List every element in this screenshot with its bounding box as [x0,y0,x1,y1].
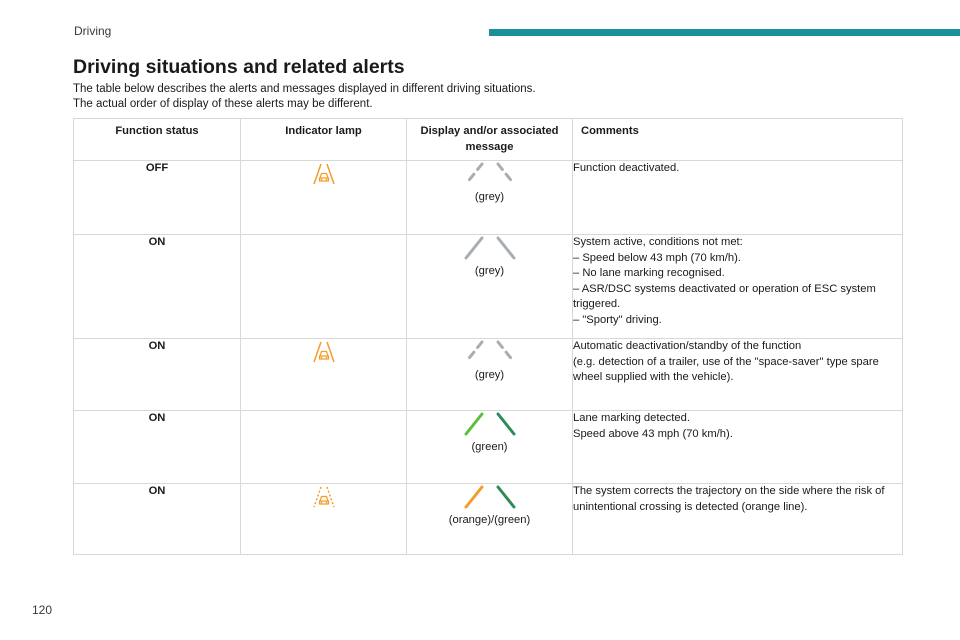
left-lane-line [464,485,483,509]
comment-line: – Speed below 43 mph (70 km/h). [573,251,741,264]
table-header-row: Function status Indicator lamp Display a… [73,118,903,161]
comments-cell: Function deactivated. [572,160,903,235]
display-cell: (grey) [406,160,573,235]
display-cell: (orange)/(green) [406,483,573,555]
right-lane-line [496,236,515,260]
display-caption: (grey) [474,191,505,203]
lane-keeping-icon [312,163,335,185]
comment-line: – ASR/DSC systems deactivated or operati… [573,282,876,311]
intro-line: The table below describes the alerts and… [73,83,536,95]
comment-line: – No lane marking recognised. [573,267,725,279]
lane-lines-graphic [464,236,515,260]
header-comments: Comments [572,118,903,161]
function-status: ON [73,234,241,339]
display-caption: (grey) [474,369,505,381]
table-row: OFF (grey) Function deactivated. [73,160,903,235]
header-function-status: Function status [73,118,241,161]
page-number: 120 [32,603,53,617]
indicator-lamp-cell [240,483,407,555]
comment-line: Automatic deactivation/standby of the fu… [573,340,802,352]
comment-line: Lane marking detected. [573,412,690,424]
header-indicator-lamp: Indicator lamp [240,118,407,161]
comments-cell: System active, conditions not met: – Spee… [572,234,903,339]
left-lane-line [464,236,483,260]
comment-line: (e.g. detection of a trailer, use of the… [573,355,879,384]
display-cell: (grey) [406,338,573,411]
left-lane-line [464,412,483,436]
lane-lines-graphic [464,162,515,186]
intro-line: The actual order of display of these ale… [73,98,373,110]
function-status: OFF [73,160,241,235]
display-cell: (grey) [406,234,573,339]
display-caption: (green) [471,441,508,453]
comments-cell: Lane marking detected. Speed above 43 mph… [572,410,903,484]
indicator-lamp-cell [240,410,407,484]
indicator-lamp-cell [240,160,407,235]
right-lane-line [496,412,515,436]
comment-line: – "Sporty" driving. [573,313,662,326]
table-row: ON (grey) Automatic deactivation/standby o… [73,338,903,411]
page-title: Driving situations and related alerts [73,56,405,78]
table-row: ON (green) Lane marking detected. Speed abo… [73,410,903,484]
lane-keeping-icon [312,341,335,363]
function-status: ON [73,483,241,555]
lane-lines-graphic [464,485,515,509]
section-label: Driving [74,24,112,38]
intro-text: The table below describes the alerts and… [73,82,536,112]
comments-cell: Automatic deactivation/standby of the fu… [572,338,903,411]
display-cell: (green) [406,410,573,484]
comment-line: The system corrects the trajectory on th… [573,485,885,513]
lane-keeping-active-icon [312,486,335,508]
right-lane-line [496,162,515,186]
right-lane-line [496,485,515,509]
display-caption: (grey) [474,265,505,277]
table-row: ON (orange)/(green) The system corrects th… [73,483,903,555]
table-row: ON (grey) System active, conditions not me… [73,234,903,339]
lane-lines-graphic [464,412,515,436]
indicator-lamp-cell [240,338,407,411]
indicator-lamp-cell [240,234,407,339]
header-accent-bar [489,29,960,36]
comment-line: Function deactivated. [573,162,680,174]
comment-line: System active, conditions not met: [573,236,743,248]
comment-line: Speed above 43 mph (70 km/h). [573,427,733,440]
left-lane-line [464,162,483,186]
right-lane-line [496,340,515,364]
lane-lines-graphic [464,340,515,364]
alerts-table: Function status Indicator lamp Display a… [73,118,903,555]
display-caption: (orange)/(green) [448,514,531,526]
left-lane-line [464,340,483,364]
function-status: ON [73,410,241,484]
header-display-message: Display and/or associated message [406,118,573,161]
comments-cell: The system corrects the trajectory on th… [572,483,903,555]
function-status: ON [73,338,241,411]
